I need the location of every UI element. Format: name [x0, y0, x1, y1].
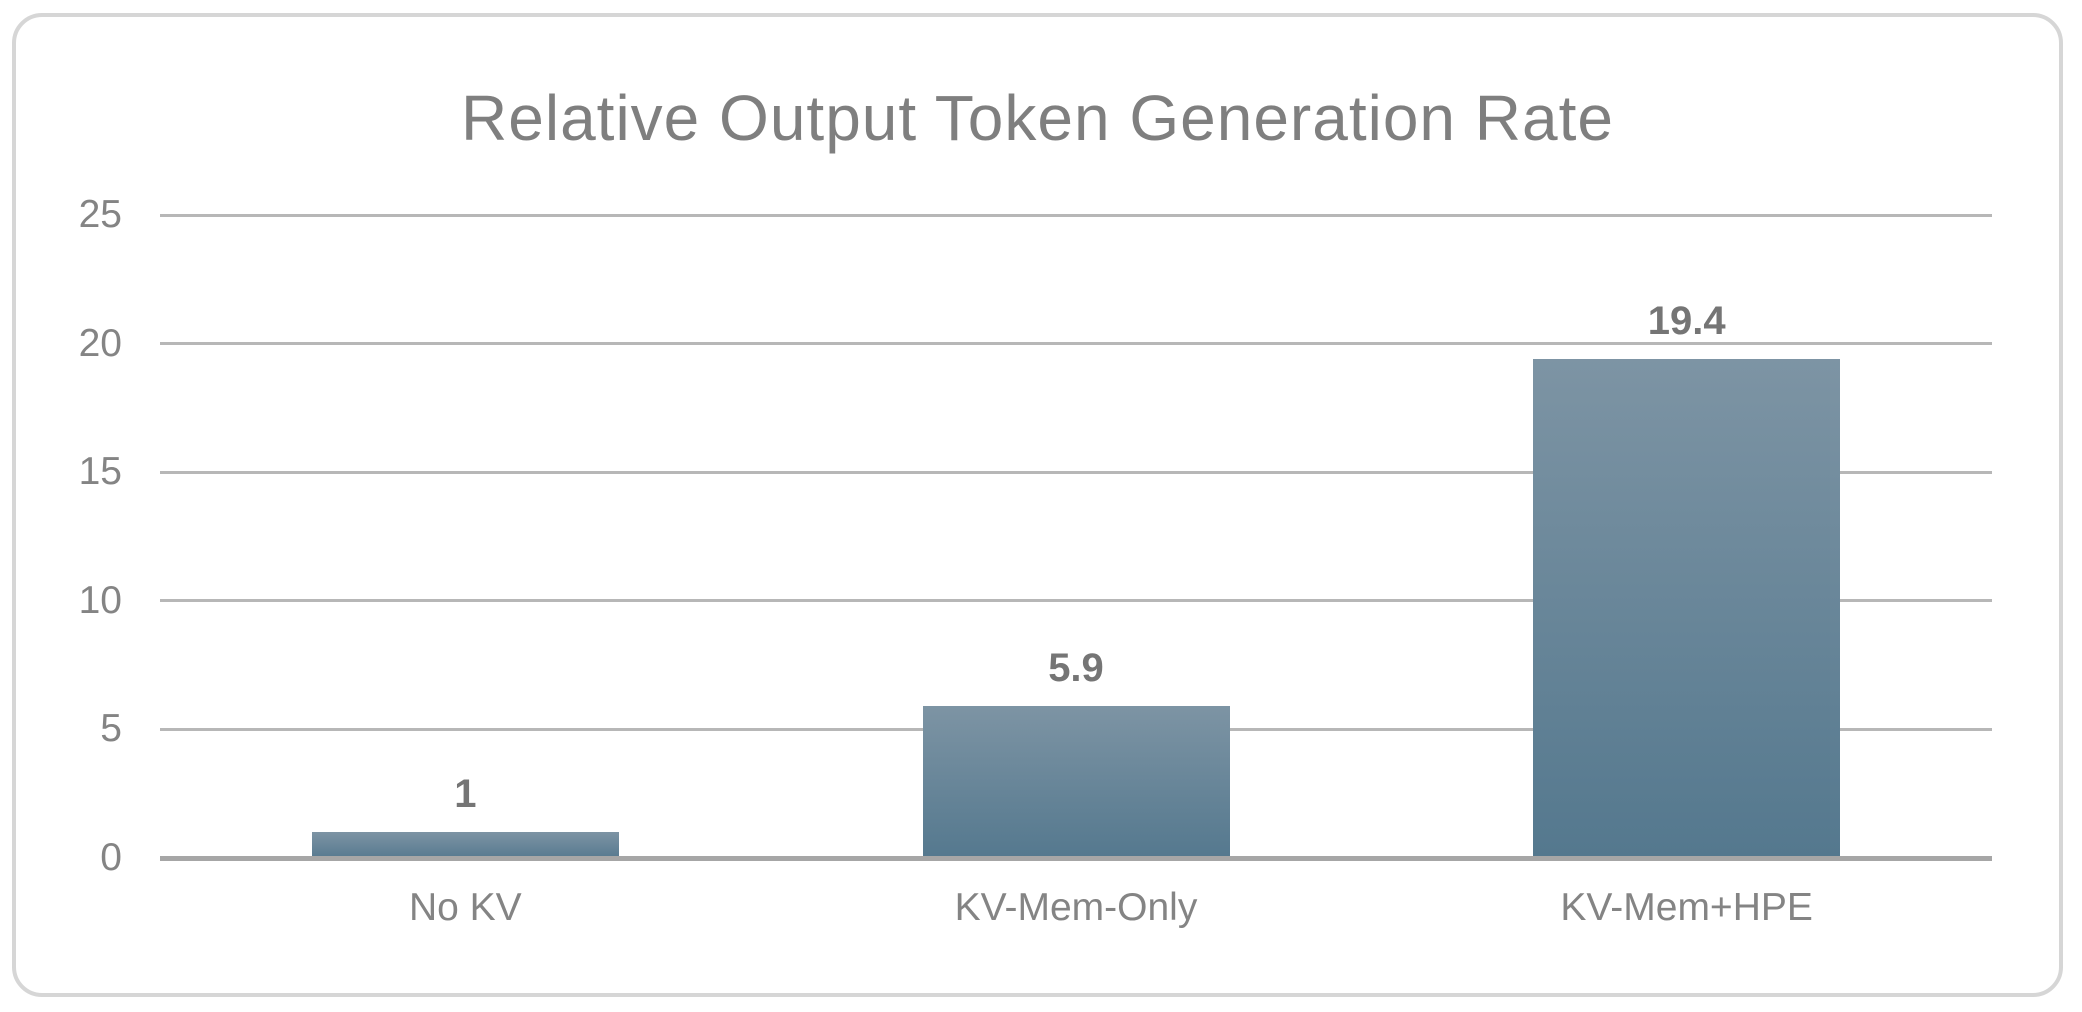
gridline-10 — [160, 599, 1992, 603]
x-axis-category-label: KV-Mem+HPE — [1560, 886, 1813, 929]
x-axis-line — [160, 855, 1992, 861]
y-axis-tick-label: 10 — [78, 578, 122, 622]
y-axis-tick-label: 20 — [78, 321, 122, 365]
y-axis-tick-label: 5 — [100, 707, 122, 751]
bar-value-label: 1 — [454, 772, 477, 817]
bar-value-label: 19.4 — [1647, 299, 1726, 344]
bar-no-kv — [311, 832, 619, 860]
bar-kv-mem-hpe — [1533, 359, 1841, 860]
gridline-25 — [160, 213, 1992, 217]
bar-kv-mem-only — [922, 706, 1230, 860]
x-axis-category-label: KV-Mem-Only — [954, 886, 1198, 929]
y-axis-tick-label: 25 — [78, 193, 122, 236]
x-axis-category-label: No KV — [408, 886, 522, 929]
y-axis-tick-label: 15 — [78, 450, 122, 494]
chart-title: Relative Output Token Generation Rate — [461, 82, 1614, 154]
y-axis-tick-label: 0 — [100, 836, 122, 879]
bar-value-label: 5.9 — [1048, 646, 1104, 691]
gridline-15 — [160, 470, 1992, 474]
gridline-20 — [160, 342, 1992, 346]
